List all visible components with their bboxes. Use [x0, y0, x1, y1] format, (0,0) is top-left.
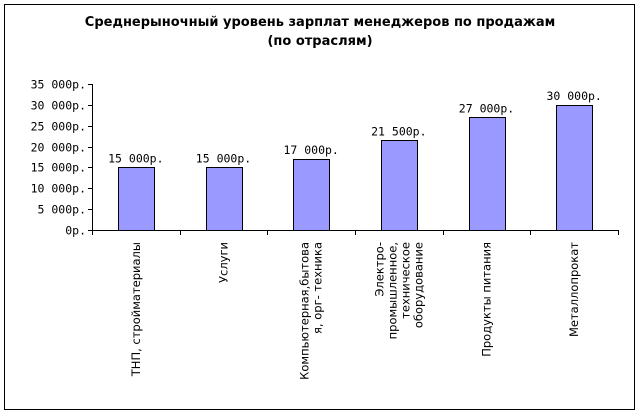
- chart-title-line: (по отраслям): [267, 34, 372, 49]
- bar: [293, 159, 330, 231]
- chart-title-line: Среднерыночный уровень зарплат менеджеро…: [85, 15, 555, 30]
- category-label-line: Продукты питания: [480, 242, 494, 357]
- category-label-line: техническое: [398, 242, 412, 319]
- bar: [206, 167, 243, 231]
- category-label-line: Услуги: [217, 242, 231, 283]
- y-tick-label: 20 000р.: [31, 141, 86, 155]
- category-label-line: оборудование: [411, 242, 425, 328]
- data-label: 30 000р.: [546, 89, 601, 103]
- bar: [469, 117, 506, 231]
- chart-title: Среднерыночный уровень зарплат менеджеро…: [85, 15, 555, 49]
- y-tick-label: 15 000р.: [31, 161, 86, 175]
- category-label: ТНП, стройматериалы: [129, 242, 143, 377]
- data-label: 21 500р.: [371, 124, 426, 138]
- category-label-line: Электро-: [372, 242, 386, 297]
- data-label: 15 000р.: [196, 151, 251, 165]
- category-label-line: промышленное,: [385, 242, 399, 339]
- category-label-line: я, орг- техника: [311, 242, 325, 334]
- category-label-line: Металлопрокат: [567, 242, 581, 337]
- category-label: Компьютерная,бытова я, орг- техника: [298, 242, 325, 380]
- category-labels: ТНП, стройматериалы Услуги Компьютерная,бы…: [129, 242, 581, 380]
- x-axis: [92, 230, 619, 235]
- y-tick-label: 0р.: [65, 224, 86, 238]
- y-tick-label: 30 000р.: [31, 99, 86, 113]
- category-label: Электро-промышленное, техническое оборудов…: [372, 242, 425, 339]
- plot-background: [92, 84, 618, 230]
- category-label: Услуги: [217, 242, 231, 283]
- category-label-line: Компьютерная,бытова: [298, 242, 312, 380]
- plot-area: [92, 84, 618, 230]
- data-labels: 15 000р. 15 000р. 17 000р. 21 500р. 27 000р.…: [108, 89, 602, 166]
- data-label: 17 000р.: [283, 143, 338, 157]
- category-label: Продукты питания: [480, 242, 494, 357]
- y-tick-label: 25 000р.: [31, 120, 86, 134]
- data-label: 15 000р.: [108, 151, 163, 165]
- y-axis: 0р. 5 000р. 10 000р. 15 000р. 20 000р. 25 000…: [31, 78, 93, 238]
- y-tick-label: 35 000р.: [31, 78, 86, 92]
- y-tick-label: 5 000р.: [38, 203, 86, 217]
- bar: [118, 167, 155, 231]
- bar: [556, 105, 593, 231]
- bar: [381, 140, 418, 231]
- category-label-line: ТНП, стройматериалы: [129, 242, 143, 377]
- y-tick-label: 10 000р.: [31, 182, 86, 196]
- bars: [118, 105, 593, 231]
- data-label: 27 000р.: [459, 101, 514, 115]
- category-label: Металлопрокат: [567, 242, 581, 337]
